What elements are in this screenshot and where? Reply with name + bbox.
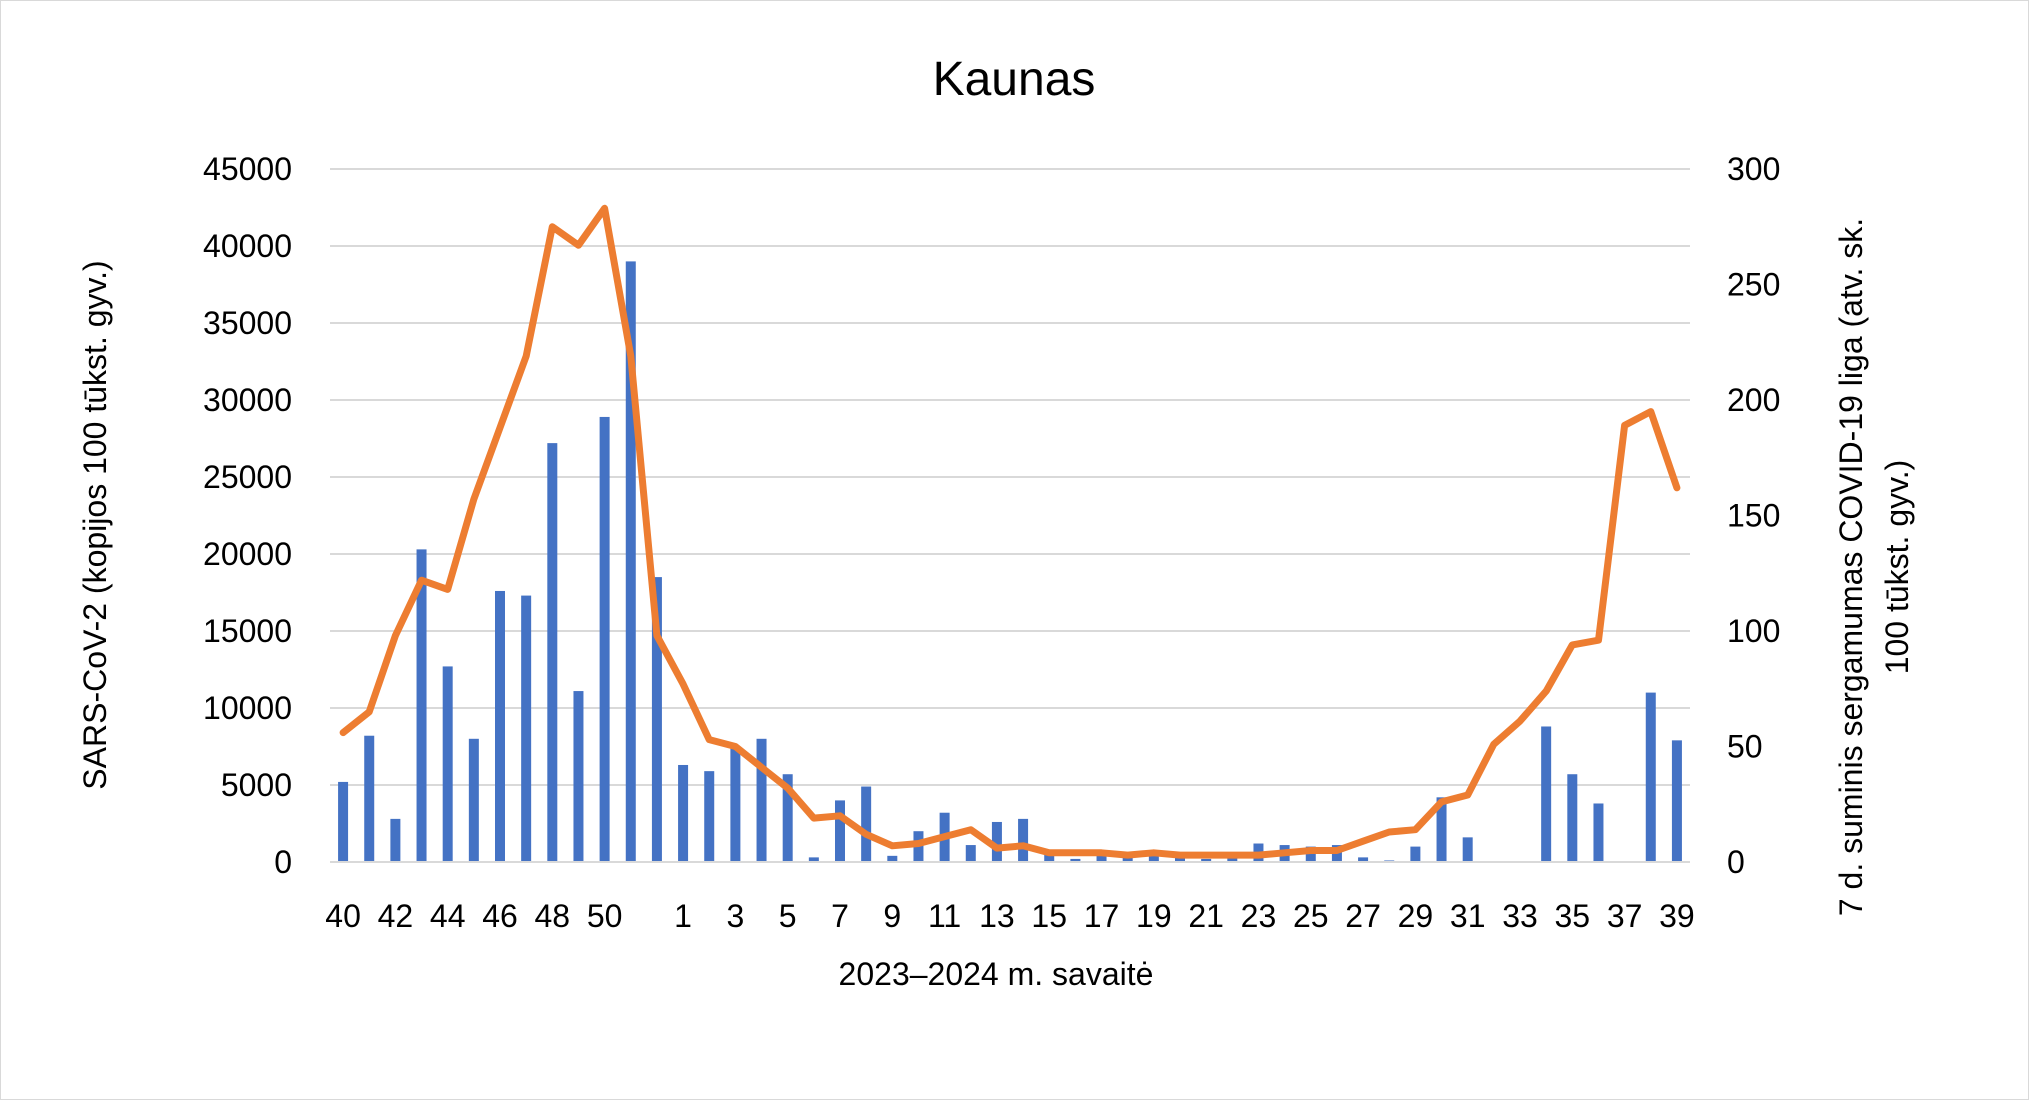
y-left-tick-label: 30000 bbox=[203, 382, 292, 418]
x-tick-label: 23 bbox=[1241, 898, 1277, 934]
bar bbox=[1410, 846, 1421, 862]
bar bbox=[1436, 797, 1447, 862]
x-tick-label: 3 bbox=[726, 898, 744, 934]
y-right-tick-label: 50 bbox=[1727, 729, 1763, 765]
x-tick-label: 21 bbox=[1188, 898, 1224, 934]
chart-title: Kaunas bbox=[933, 53, 1096, 106]
x-tick-label: 35 bbox=[1555, 898, 1591, 934]
bar bbox=[573, 691, 584, 862]
x-tick-label: 19 bbox=[1136, 898, 1172, 934]
y-left-tick-label: 5000 bbox=[221, 767, 292, 803]
bar bbox=[861, 786, 872, 862]
x-tick-label: 27 bbox=[1345, 898, 1381, 934]
y-left-tick-label: 0 bbox=[274, 844, 292, 880]
y-left-tick-label: 10000 bbox=[203, 690, 292, 726]
bar bbox=[390, 818, 401, 862]
x-axis: 40 42 44 46 48 50 1 3 5 7 9 11 13 15 17 19 21 23 25 27 29 31 3… bbox=[325, 861, 1695, 934]
bar bbox=[495, 590, 505, 862]
bar bbox=[338, 781, 349, 862]
y-left-tick-label: 25000 bbox=[203, 459, 292, 495]
y-axis-left: 0 5000 10000 15000 20000 25000 30000 35000 40000… bbox=[203, 151, 292, 880]
x-tick-label: 17 bbox=[1084, 898, 1120, 934]
bar bbox=[991, 821, 1002, 862]
y-right-tick-label: 250 bbox=[1727, 267, 1780, 303]
x-tick-label: 48 bbox=[535, 898, 571, 934]
x-tick-label: 50 bbox=[587, 898, 623, 934]
x-tick-label: 13 bbox=[979, 898, 1015, 934]
bar bbox=[521, 595, 532, 862]
y-right-tick-label: 0 bbox=[1727, 844, 1745, 880]
bar bbox=[1175, 855, 1185, 862]
x-tick-label: 15 bbox=[1031, 898, 1067, 934]
bar bbox=[1201, 858, 1212, 862]
bar bbox=[1096, 854, 1107, 862]
bar bbox=[1593, 803, 1604, 862]
bar bbox=[1148, 852, 1159, 862]
y-axis-right-label-line1: 7 d. suminis sergamumas COVID-19 liga (a… bbox=[1833, 218, 1869, 916]
bar bbox=[416, 549, 427, 862]
bar bbox=[782, 774, 793, 862]
bar bbox=[1227, 857, 1238, 862]
x-tick-label: 29 bbox=[1398, 898, 1434, 934]
y-axis-right: 0 50 100 150 200 250 300 bbox=[1727, 151, 1780, 880]
bar bbox=[1305, 846, 1316, 862]
x-tick-label: 42 bbox=[378, 898, 414, 934]
bar bbox=[835, 800, 845, 862]
x-tick-label: 33 bbox=[1502, 898, 1538, 934]
bar bbox=[1462, 837, 1473, 862]
bar bbox=[625, 261, 636, 862]
y-left-tick-label: 40000 bbox=[203, 228, 292, 264]
x-tick-label: 11 bbox=[928, 898, 961, 934]
x-tick-label: 46 bbox=[482, 898, 518, 934]
bar bbox=[1044, 854, 1055, 862]
y-right-tick-label: 200 bbox=[1727, 382, 1780, 418]
bar bbox=[1671, 740, 1682, 862]
x-tick-label: 7 bbox=[831, 898, 849, 934]
y-axis-right-label-line2: 100 tūkst. gyv.) bbox=[1879, 460, 1915, 675]
x-tick-label: 31 bbox=[1450, 898, 1486, 934]
x-tick-label: 1 bbox=[674, 898, 692, 934]
x-tick-label: 44 bbox=[430, 898, 466, 934]
bar bbox=[1567, 774, 1578, 862]
bar bbox=[756, 738, 767, 862]
bar bbox=[965, 845, 976, 862]
x-tick-label: 25 bbox=[1293, 898, 1329, 934]
bar bbox=[468, 738, 479, 862]
bar bbox=[808, 857, 819, 862]
bar bbox=[1645, 692, 1656, 862]
y-left-tick-label: 20000 bbox=[203, 536, 292, 572]
bar bbox=[1358, 857, 1369, 862]
bar bbox=[704, 771, 715, 862]
x-tick-label: 5 bbox=[779, 898, 797, 934]
x-tick-label: 39 bbox=[1659, 898, 1695, 934]
y-left-tick-label: 35000 bbox=[203, 305, 292, 341]
y-left-tick-label: 15000 bbox=[203, 613, 292, 649]
bar bbox=[730, 746, 741, 862]
bar bbox=[1018, 818, 1029, 862]
bar bbox=[678, 764, 689, 862]
y-right-tick-label: 100 bbox=[1727, 613, 1780, 649]
bar bbox=[442, 666, 453, 862]
y-right-tick-label: 300 bbox=[1727, 151, 1780, 187]
bar bbox=[364, 735, 375, 862]
line-series bbox=[339, 204, 1681, 859]
bar bbox=[1541, 726, 1552, 862]
bar bbox=[887, 855, 898, 862]
x-tick-label: 40 bbox=[325, 898, 361, 934]
y-left-tick-label: 45000 bbox=[203, 151, 292, 187]
x-axis-label: 2023–2024 m. savaitė bbox=[839, 956, 1154, 992]
line-path bbox=[339, 204, 1681, 859]
x-tick-label: 9 bbox=[883, 898, 901, 934]
bar bbox=[547, 443, 558, 862]
bar bbox=[599, 416, 610, 862]
y-axis-left-label: SARS-CoV-2 (kopijos 100 tūkst. gyv.) bbox=[77, 260, 113, 789]
x-tick-label: 37 bbox=[1607, 898, 1643, 934]
bar bbox=[1070, 858, 1081, 862]
bar bbox=[651, 577, 662, 862]
y-right-tick-label: 150 bbox=[1727, 498, 1780, 534]
